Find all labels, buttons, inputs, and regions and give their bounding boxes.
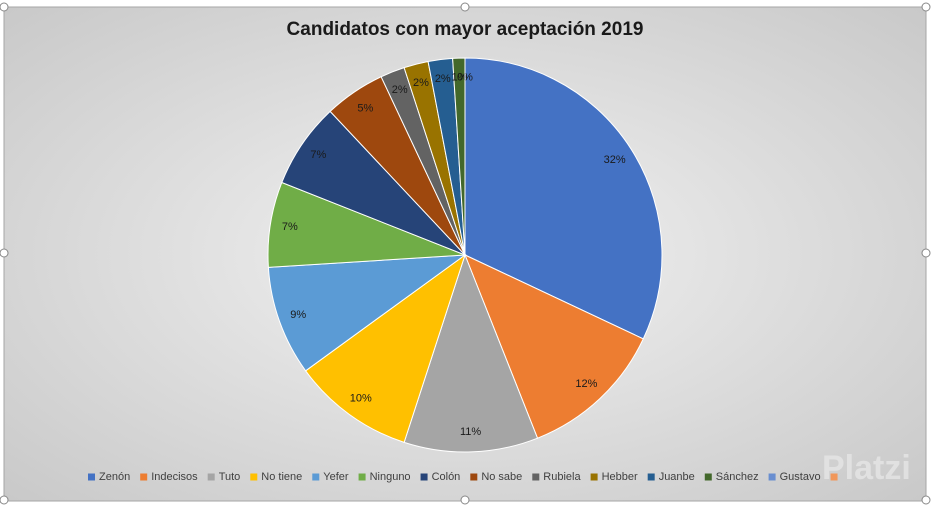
data-label: 7%	[282, 221, 298, 233]
legend-marker	[768, 473, 776, 481]
legend-marker	[830, 473, 838, 481]
legend-label: No tiene	[261, 471, 302, 483]
legend-label: Sánchez	[716, 471, 759, 483]
data-label: 11%	[460, 426, 481, 438]
legend-marker	[312, 473, 320, 481]
pie-slice	[464, 57, 663, 340]
chart-title: Candidatos con mayor aceptación 2019	[287, 19, 644, 40]
legend-label: Zenón	[99, 471, 130, 483]
data-label: 2%	[413, 77, 429, 89]
legend-label: Gustavo	[780, 471, 821, 483]
data-label: 12%	[575, 378, 597, 390]
pie-slice	[304, 253, 466, 443]
legend-marker	[250, 473, 258, 481]
legend-label: Juanbe	[659, 471, 695, 483]
legend-label: Ninguno	[370, 471, 411, 483]
legend-marker	[140, 473, 148, 481]
data-label: 32%	[604, 154, 626, 166]
legend-label: Colón	[432, 471, 461, 483]
pie-slice	[267, 254, 467, 372]
legend-marker	[358, 473, 366, 481]
legend-marker	[420, 473, 428, 481]
legend-label: Tuto	[219, 471, 241, 483]
legend-marker	[470, 473, 478, 481]
legend-label: Hebber	[602, 471, 638, 483]
data-label: 2%	[435, 73, 451, 85]
data-label: 5%	[357, 102, 373, 114]
legend-marker	[532, 473, 540, 481]
data-label: 9%	[290, 309, 306, 321]
data-label: 1%	[451, 72, 467, 84]
data-label: 2%	[392, 84, 408, 96]
data-label: 7%	[310, 149, 326, 161]
legend-marker	[704, 473, 712, 481]
legend-label: Rubiela	[543, 471, 581, 483]
legend: Zenón Indecisos Tuto No tiene Yefer Ninguno Co…	[88, 471, 838, 483]
legend-marker	[590, 473, 598, 481]
data-label: 10%	[350, 392, 372, 404]
legend-label: Yefer	[323, 471, 349, 483]
watermark: Platzi	[822, 449, 911, 487]
legend-marker	[88, 473, 95, 481]
legend-label: No sabe	[481, 471, 522, 483]
legend-marker	[647, 473, 655, 481]
pie-slice	[464, 254, 644, 439]
pie: 32%12%11%10%9%7%7%5%2%2% 2% 1%0%	[267, 57, 663, 453]
legend-marker	[207, 473, 215, 481]
pie-slice	[403, 253, 539, 453]
legend-label: Indecisos	[151, 471, 198, 483]
